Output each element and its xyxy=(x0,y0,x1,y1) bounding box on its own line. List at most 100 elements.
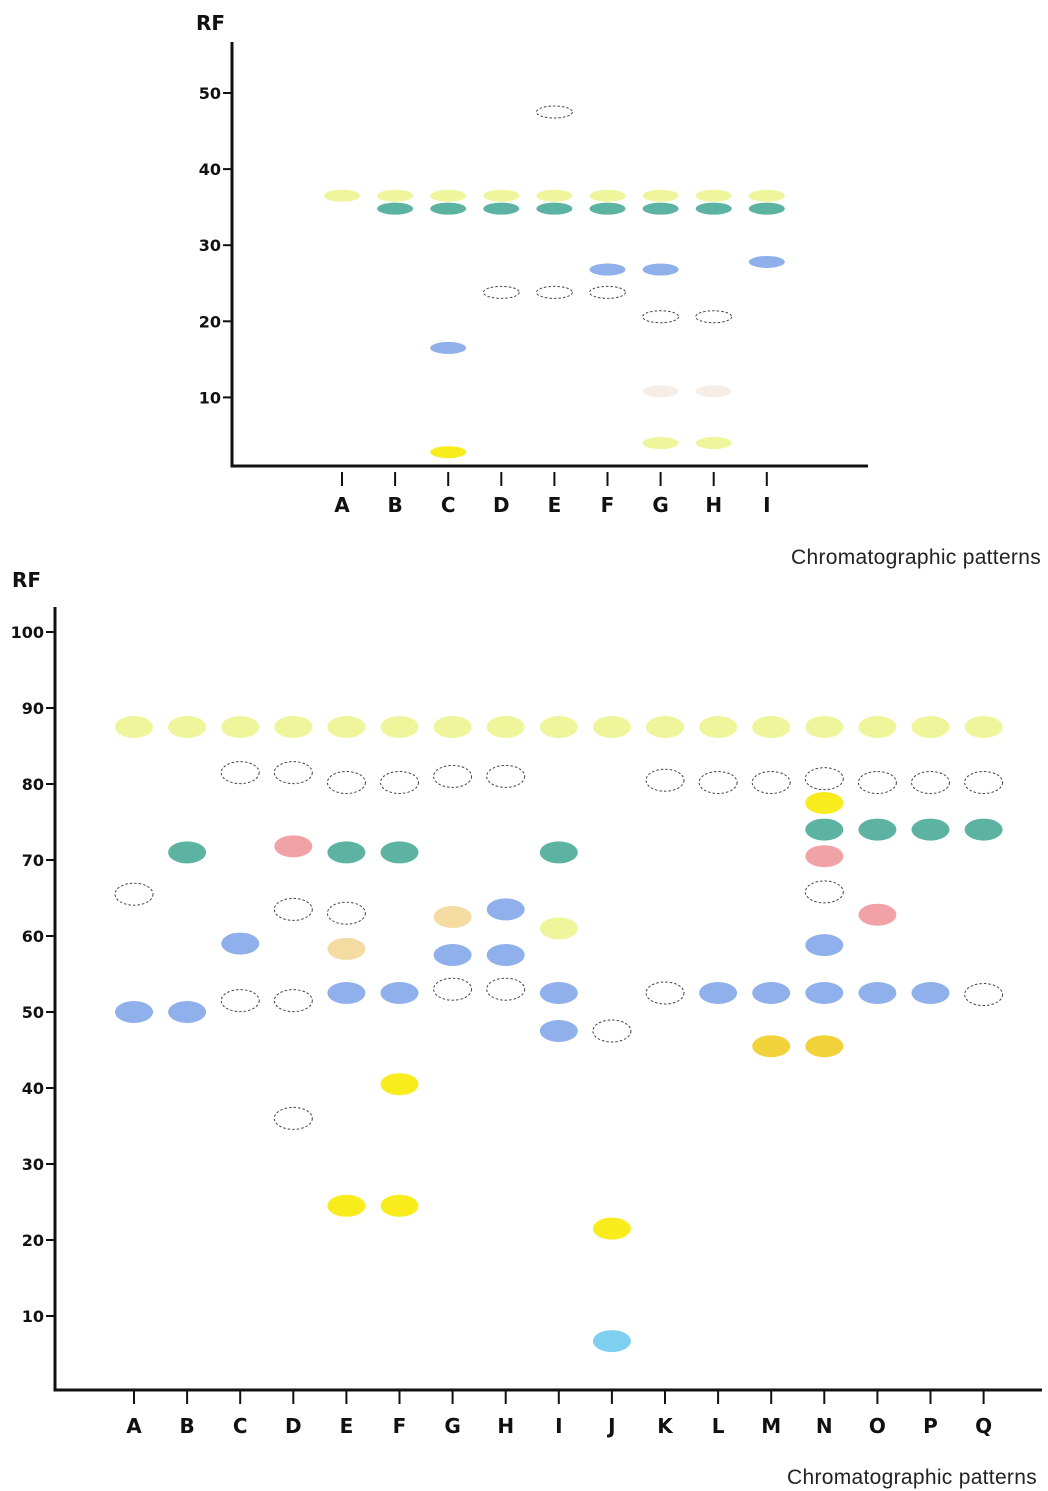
chart-bottom-y-tick-label: 40 xyxy=(22,1079,44,1098)
chart-bottom-spot-g-blue xyxy=(433,944,472,966)
chart-top-spot-c-pale-yellow xyxy=(430,189,467,202)
chart-bottom-spot-k-outline xyxy=(645,981,685,1005)
chart-bottom-lane-label-d: D xyxy=(285,1414,302,1438)
chart-top-y-axis-title: RF xyxy=(196,11,225,35)
chart-top-x-axis-title: Chromatographic patterns xyxy=(791,546,1041,569)
chart-top-lane-label-i: I xyxy=(763,493,770,517)
chart-bottom-spot-e-outline xyxy=(326,901,366,925)
chart-bottom-spot-e-blue xyxy=(327,982,366,1004)
chart-bottom-spot-p-pale-yellow xyxy=(911,716,950,738)
chart-bottom-spot-g-peach xyxy=(433,906,472,928)
chart-top-spot-i-pale-yellow xyxy=(748,189,785,202)
chart-bottom-spot-b-blue xyxy=(168,1001,207,1023)
chart-top-spot-e-outline xyxy=(535,105,573,119)
chart-bottom-spot-f-outline xyxy=(380,770,419,794)
chart-top-spot-e-pale-yellow xyxy=(536,189,573,202)
chart-top-y-tick-label: 40 xyxy=(199,160,221,179)
chart-bottom-spot-e-teal xyxy=(327,841,366,864)
chart-top-y-tick-label: 50 xyxy=(199,84,221,103)
chart-bottom-spot-m-pale-yellow xyxy=(752,716,791,738)
chart-bottom-spot-d-outline xyxy=(273,1106,313,1130)
chart-top-spot-f-pale-yellow xyxy=(589,189,626,202)
chart-bottom-lane-label-g: G xyxy=(444,1414,460,1438)
chart-bottom-lane-label-a: A xyxy=(126,1414,142,1438)
chart-top-y-tick-label: 10 xyxy=(199,388,221,407)
chart-bottom-lane-label-p: P xyxy=(923,1414,938,1438)
chart-top-spot-d-teal xyxy=(483,202,520,215)
chart-bottom-spot-q-pale-yellow xyxy=(964,716,1003,738)
chart-bottom-spot-n-outline xyxy=(804,767,844,791)
chart-bottom-spot-c-pale-yellow xyxy=(221,716,260,738)
chart-top-spot-h-pale-yellow xyxy=(695,189,732,202)
chart-bottom-lane-label-j: J xyxy=(606,1414,615,1438)
chart-bottom-spot-n-gold xyxy=(805,1035,844,1058)
chart-bottom-spot-j-outline xyxy=(592,1019,632,1043)
chart-bottom-y-tick-label: 80 xyxy=(22,775,44,794)
chart-bottom-spot-o-outline xyxy=(857,770,897,794)
chart-top-lane-label-a: A xyxy=(334,493,350,517)
chart-top-spot-g-pale-yellow xyxy=(642,437,679,450)
chart-bottom-spot-f-teal xyxy=(380,841,419,864)
chart-bottom-spot-n-blue xyxy=(805,934,844,957)
chart-top-lane-label-b: B xyxy=(387,493,402,517)
chart-bottom-spot-d-pink xyxy=(274,835,313,858)
chart-bottom-spot-c-outline xyxy=(220,761,260,785)
chart-top-spot-i-teal xyxy=(748,202,785,215)
chart-bottom-spot-k-outline xyxy=(645,768,685,792)
chart-bottom-spot-l-pale-yellow xyxy=(699,716,738,738)
chart-top-spot-c-yellow xyxy=(430,446,467,459)
chart-bottom-spot-i-teal xyxy=(539,841,578,864)
chart-top-lane-label-f: F xyxy=(601,493,615,517)
chart-bottom-spot-o-teal xyxy=(858,818,897,841)
chart-bottom-spot-n-yellow xyxy=(805,792,844,814)
chart-bottom-spot-c-outline xyxy=(220,989,260,1013)
chart-bottom-spot-i-blue xyxy=(539,982,578,1004)
chart-bottom-spot-j-cyan xyxy=(592,1330,631,1353)
chart-bottom-spot-g-pale-yellow xyxy=(433,716,472,738)
chart-bottom-spot-o-pale-yellow xyxy=(858,716,897,738)
chart-bottom-lane-label-h: H xyxy=(497,1414,514,1438)
chart-bottom-spot-d-outline xyxy=(273,897,313,921)
chart-bottom-y-axis-title: RF xyxy=(12,568,41,592)
chart-bottom-spot-e-pale-yellow xyxy=(327,716,366,738)
chart-bottom-spot-d-outline xyxy=(273,989,313,1013)
chart-top-spot-h-pale-yellow xyxy=(695,437,732,450)
chart-bottom-spot-a-pale-yellow xyxy=(115,716,153,738)
chart-bottom-spot-q-outline xyxy=(964,983,1004,1007)
chart-bottom-lane-label-e: E xyxy=(340,1414,354,1438)
chart-bottom-spot-g-outline xyxy=(433,764,473,788)
chart-bottom-y-tick-label: 30 xyxy=(22,1155,44,1174)
chart-top-spot-d-pale-yellow xyxy=(483,189,520,202)
chart-top-spot-d-outline xyxy=(482,285,520,299)
chart-top-spot-f-blue xyxy=(589,263,626,276)
chart-top-lane-label-c: C xyxy=(441,493,456,517)
chart-bottom-lane-label-f: F xyxy=(393,1414,407,1438)
chart-top-spot-f-outline xyxy=(589,285,626,299)
chart-top-spot-i-blue xyxy=(748,255,785,268)
chart-bottom-spot-k-pale-yellow xyxy=(646,716,684,738)
chart-bottom-lane-label-i: I xyxy=(555,1414,562,1438)
chart-bottom-spot-e-outline xyxy=(326,770,366,794)
chart-bottom-lane-label-k: K xyxy=(657,1414,674,1438)
chart-bottom-spot-o-blue xyxy=(858,982,897,1004)
chart-bottom-spot-h-blue xyxy=(486,898,525,921)
chart-bottom-spot-j-pale-yellow xyxy=(592,716,631,738)
chart-bottom-y-tick-label: 60 xyxy=(22,927,44,946)
chart-bottom-spot-d-pale-yellow xyxy=(274,716,313,738)
chart-bottom-spot-h-blue xyxy=(486,944,525,966)
chart-top-spot-b-teal xyxy=(377,202,414,215)
chart-bottom-spot-f-yellow xyxy=(380,1073,419,1096)
chart-bottom-lane-label-c: C xyxy=(233,1414,248,1438)
chart-bottom-spot-b-teal xyxy=(168,841,207,864)
chart-bottom-y-tick-label: 10 xyxy=(22,1307,44,1326)
chart-bottom-y-tick-label: 20 xyxy=(22,1231,44,1250)
chart-bottom-spot-d-outline xyxy=(273,761,313,785)
chart-bottom-x-axis-title: Chromatographic patterns xyxy=(787,1466,1037,1489)
chart-top-spot-e-teal xyxy=(536,202,573,215)
chart-top-lane-label-h: H xyxy=(705,493,722,517)
chart-bottom-spot-f-blue xyxy=(380,982,419,1004)
chart-bottom-spot-c-blue xyxy=(221,932,260,955)
chart-bottom-spot-n-outline xyxy=(804,880,844,904)
chart-bottom-spot-l-blue xyxy=(699,982,738,1004)
